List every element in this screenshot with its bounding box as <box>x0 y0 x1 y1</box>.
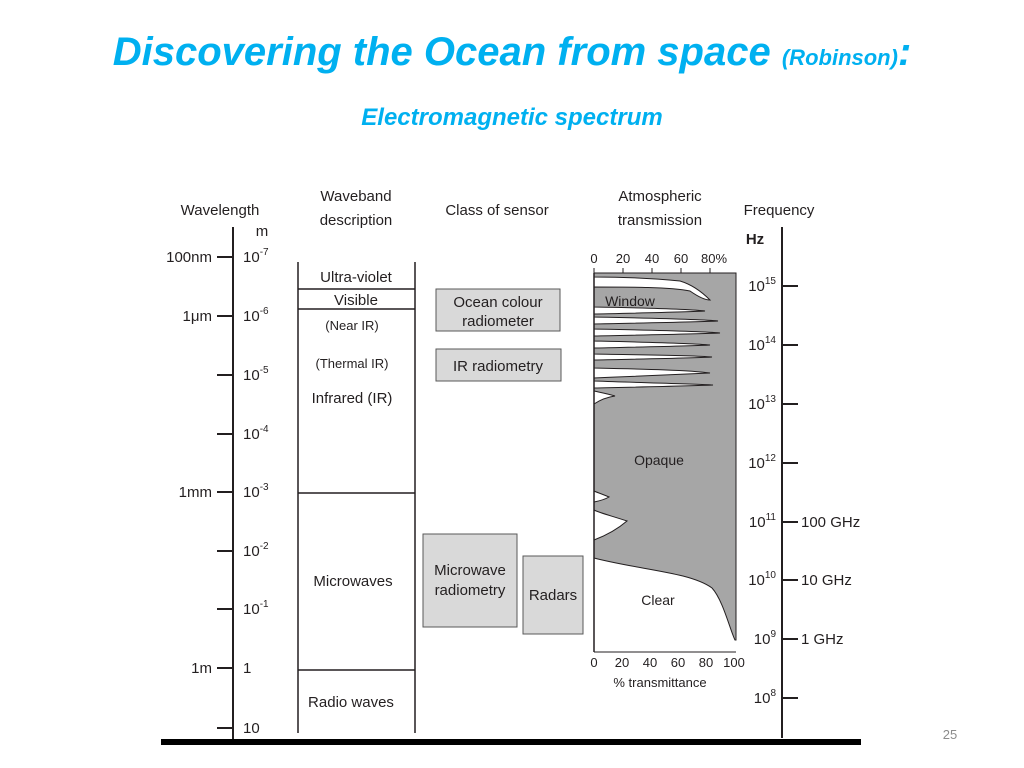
trans-bottom-tick: 100 <box>723 655 745 670</box>
title-colon: : <box>897 30 912 74</box>
frequency-power: 1014 <box>748 335 776 354</box>
trans-xlabel: % transmittance <box>613 675 706 690</box>
waveband-microwaves: Microwaves <box>313 573 392 590</box>
waveband-radio: Radio waves <box>308 694 394 711</box>
wavelength-power: 10-2 <box>243 541 269 560</box>
trans-top-tick: 60 <box>674 251 688 266</box>
page-number: 25 <box>942 727 958 742</box>
region-clear: Clear <box>641 592 675 608</box>
frequency-tick-marks <box>782 285 798 699</box>
wavelength-label-1um: 1μm <box>183 308 212 325</box>
frequency-label-1ghz: 1 GHz <box>801 631 844 648</box>
wavelength-power: 10-4 <box>243 424 269 443</box>
header-waveband-line1: Waveband <box>320 188 391 205</box>
sensor-boxes: Ocean colour radiometer IR radiometry Mi… <box>422 288 584 635</box>
microwave-line2: radiometry <box>435 582 506 599</box>
microwave-box <box>422 533 518 628</box>
trans-bottom-tick: 40 <box>643 655 657 670</box>
microwave-line1: Microwave <box>434 562 506 579</box>
trans-bottom-tick: 20 <box>615 655 629 670</box>
wavelength-tick-marks <box>217 256 233 729</box>
frequency-label-100ghz: 100 GHz <box>801 514 860 531</box>
slide-subtitle: Electromagnetic spectrum <box>361 104 663 131</box>
frequency-power: 1015 <box>748 276 776 295</box>
trans-bottom-tick: 80 <box>699 655 713 670</box>
bottom-rule <box>161 739 861 745</box>
ir-radiometry-label: IR radiometry <box>453 358 544 375</box>
trans-bottom-tick: 0 <box>590 655 597 670</box>
wavelength-power: 1 <box>243 660 251 677</box>
wavelength-label-1mm: 1mm <box>179 484 212 501</box>
wavelength-label-1m: 1m <box>191 660 212 677</box>
wavelength-power: 10-1 <box>243 599 269 618</box>
trans-bottom-tick: 60 <box>671 655 685 670</box>
trans-top-tick: 40 <box>645 251 659 266</box>
title-main: Discovering the Ocean from space <box>112 30 771 74</box>
transmission-curve <box>593 272 737 641</box>
slide-title: Discovering the Ocean from space (Robins… <box>0 30 1024 75</box>
header-frequency: Frequency <box>744 202 815 219</box>
region-window: Window <box>605 293 656 309</box>
frequency-axis: 1015 1014 1013 1012 1011 1010 109 108 10… <box>748 227 860 738</box>
ir-radiometry-box <box>435 348 562 382</box>
trans-top-tick: 80% <box>701 251 727 266</box>
header-wavelength: Wavelength <box>181 202 260 219</box>
header-atmos-line1: Atmospheric <box>618 188 702 205</box>
header-wavelength-unit: m <box>256 223 269 240</box>
waveband-ultraviolet: Ultra-violet <box>320 269 393 286</box>
waveband-thermal-ir: (Thermal IR) <box>316 356 389 371</box>
frequency-power: 108 <box>754 688 777 707</box>
ocean-colour-box <box>435 288 561 332</box>
header-sensor: Class of sensor <box>445 202 548 219</box>
wavelength-power: 10 <box>243 720 260 737</box>
trans-top-tick: 20 <box>616 251 630 266</box>
ocean-colour-line2: radiometer <box>462 313 534 330</box>
ocean-colour-line1: Ocean colour <box>453 294 542 311</box>
wavelength-label-100nm: 100nm <box>166 249 212 266</box>
title-author: (Robinson) <box>781 45 898 70</box>
wavelength-power: 10-5 <box>243 365 269 384</box>
wavelength-power: 10-7 <box>243 247 269 266</box>
region-opaque: Opaque <box>634 452 684 468</box>
frequency-power: 109 <box>754 629 777 648</box>
wavelength-power: 10-6 <box>243 306 269 325</box>
waveband-visible: Visible <box>334 292 378 309</box>
wavelength-power: 10-3 <box>243 482 269 501</box>
frequency-power: 1012 <box>748 453 776 472</box>
frequency-label-10ghz: 10 GHz <box>801 572 852 589</box>
header-frequency-unit: Hz <box>746 231 764 248</box>
header-atmos-line2: transmission <box>618 212 702 229</box>
frequency-power: 1011 <box>749 512 777 531</box>
radars-box <box>522 555 584 635</box>
waveband-column: Ultra-violet Visible (Near IR) (Thermal … <box>297 262 416 733</box>
frequency-power: 1010 <box>748 570 776 589</box>
frequency-power: 1013 <box>748 394 776 413</box>
waveband-infrared: Infrared (IR) <box>312 390 393 407</box>
header-waveband-line2: description <box>320 212 393 229</box>
radars-label: Radars <box>529 587 577 604</box>
column-headers: Wavelength m Waveband description Class … <box>181 188 815 248</box>
trans-top-tick: 0 <box>590 251 597 266</box>
waveband-near-ir: (Near IR) <box>325 318 378 333</box>
wavelength-axis: 100nm 1μm 1mm 1m 10-7 10-6 10-5 10-4 10-… <box>166 227 269 742</box>
transmission-panel: 0 20 40 60 80% Window Opaque Clear 0 20 … <box>590 251 744 690</box>
